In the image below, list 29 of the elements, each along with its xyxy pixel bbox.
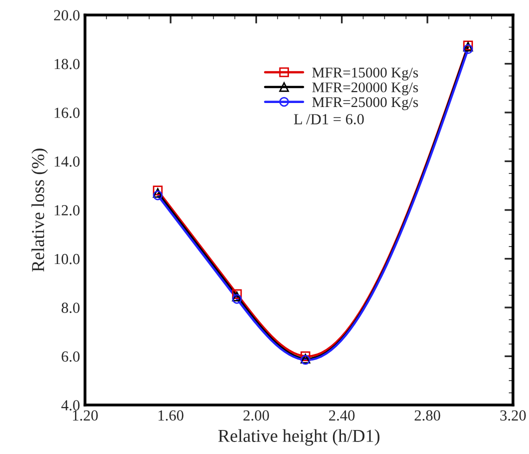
y-tick-label: 8.0 <box>62 302 80 314</box>
y-tick-label: 10.0 <box>54 254 80 264</box>
point <box>152 190 163 200</box>
y-axis-title: Relative loss (%) <box>31 148 48 272</box>
point <box>232 294 242 304</box>
x-tick-label: 2.40 <box>329 410 355 421</box>
point <box>463 44 473 54</box>
y-tick-label: 18.0 <box>54 58 80 70</box>
x-tick-label: 2.80 <box>414 410 440 421</box>
x-tick-label: 1.60 <box>158 410 184 421</box>
y-tick-label: 12.0 <box>54 205 80 216</box>
x-axis-title: Relative height (h/D1) <box>218 429 380 446</box>
point <box>152 186 163 196</box>
legend-label: MFR=20000 Kg/s <box>312 82 418 96</box>
point <box>232 289 242 299</box>
y-tick-label: 4.0 <box>61 400 80 411</box>
legend-label: MFR=25000 Kg/s <box>312 97 418 110</box>
y-tick-label: 20.0 <box>54 10 80 21</box>
x-tick-label: 3.20 <box>500 410 526 421</box>
x-tick-label: 2.00 <box>244 410 269 421</box>
y-tick-label: 16.0 <box>54 108 80 118</box>
point <box>232 292 242 302</box>
point <box>152 188 163 198</box>
annotation: L /D1 = 6.0 <box>294 114 364 124</box>
legend-label: MFR=15000 Kg/s <box>312 68 418 80</box>
x-tick-label: 1.20 <box>72 410 98 421</box>
y-tick-label: 14.0 <box>54 156 80 167</box>
point <box>300 351 310 362</box>
y-tick-label: 6.0 <box>62 351 80 362</box>
